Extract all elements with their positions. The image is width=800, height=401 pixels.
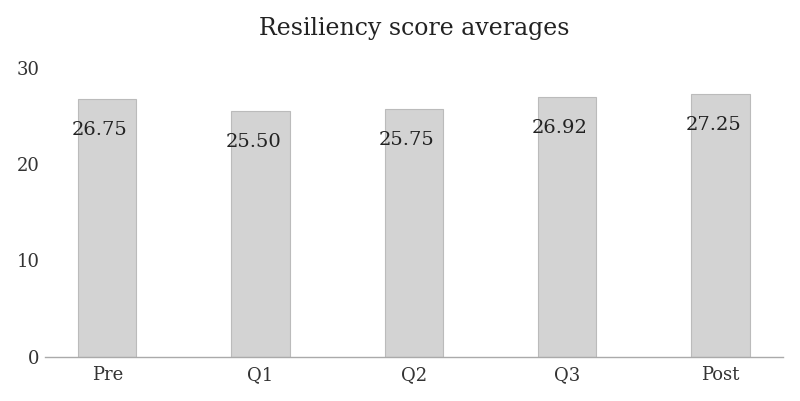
Title: Resiliency score averages: Resiliency score averages (258, 17, 569, 40)
Text: 25.50: 25.50 (226, 133, 281, 151)
Text: 27.25: 27.25 (686, 116, 741, 134)
Bar (538, 97, 597, 356)
Bar (385, 109, 443, 356)
Text: 25.75: 25.75 (378, 131, 434, 148)
Bar (78, 99, 136, 356)
Text: 26.92: 26.92 (532, 119, 588, 137)
Text: 26.75: 26.75 (72, 121, 128, 139)
Bar (231, 111, 290, 356)
Bar (691, 94, 750, 356)
